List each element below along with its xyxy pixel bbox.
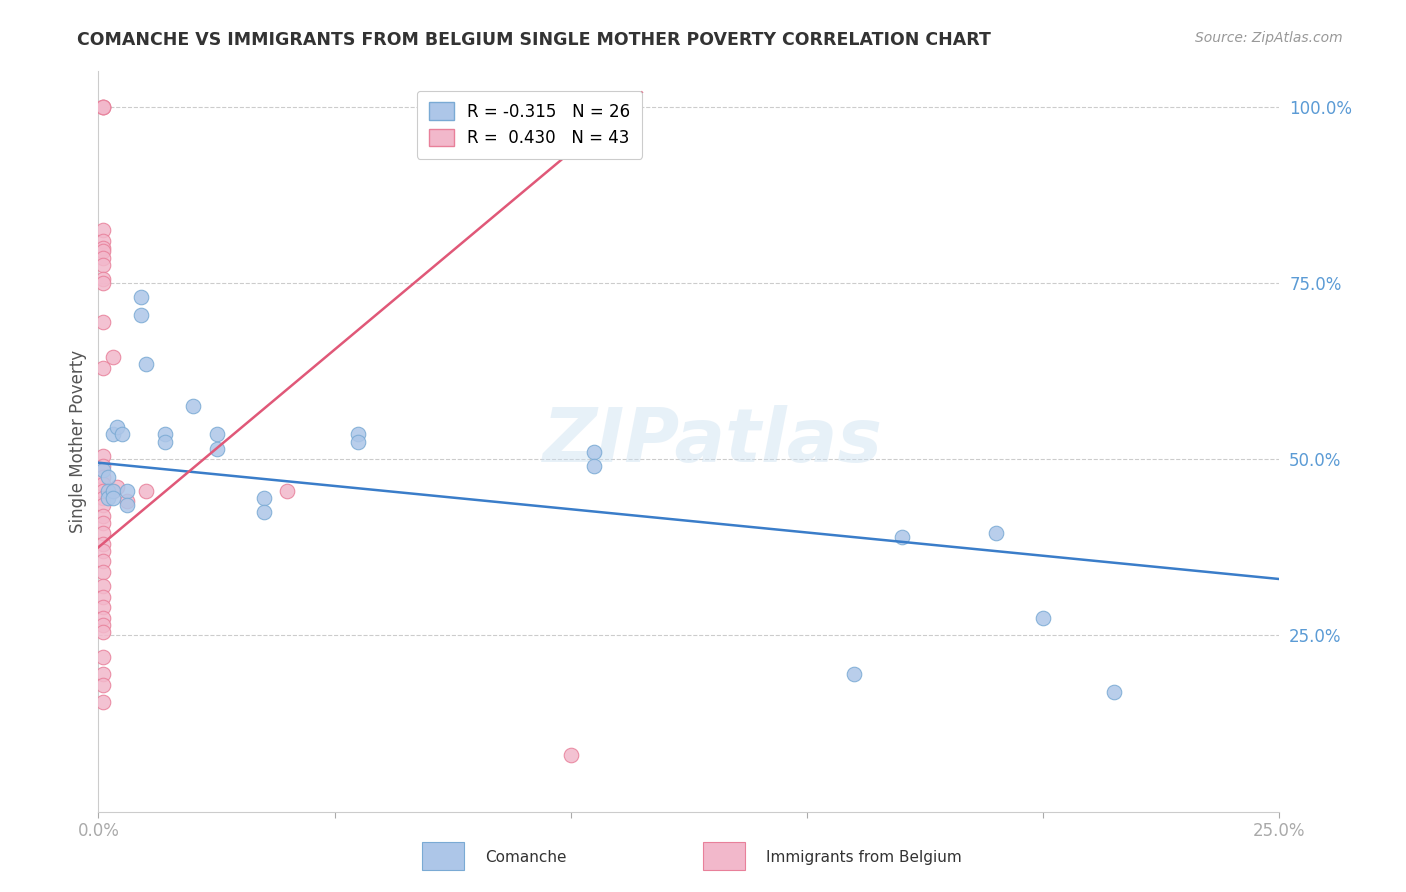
Point [115,494,138,508]
Text: ZIPatlas: ZIPatlas [543,405,883,478]
Point [135,483,157,498]
Point [91,100,114,114]
Point [129,308,152,322]
Point [105,480,128,494]
Point [91,508,114,523]
Point [91,565,114,579]
Point [91,449,114,463]
Point [91,100,114,114]
Point [91,463,114,477]
Point [97,483,120,498]
Point [91,241,114,255]
Point [135,357,157,371]
Text: COMANCHE VS IMMIGRANTS FROM BELGIUM SINGLE MOTHER POVERTY CORRELATION CHART: COMANCHE VS IMMIGRANTS FROM BELGIUM SING… [77,31,991,49]
Text: Comanche: Comanche [485,850,567,865]
Point [91,251,114,265]
Point [91,600,114,615]
Point [101,491,124,505]
Point [91,234,114,248]
Point [91,258,114,272]
FancyBboxPatch shape [422,842,464,871]
Point [91,483,114,498]
Point [115,498,138,512]
Point [583,459,606,474]
Point [253,505,276,519]
Point [560,748,582,763]
Text: Source: ZipAtlas.com: Source: ZipAtlas.com [1195,31,1343,45]
Point [91,618,114,632]
Point [91,624,114,639]
Point [91,459,114,474]
Point [91,667,114,681]
Point [101,350,124,364]
Point [91,272,114,286]
Point [91,544,114,558]
Point [91,537,114,551]
Point [91,244,114,259]
Legend: R = -0.315   N = 26, R =  0.430   N = 43: R = -0.315 N = 26, R = 0.430 N = 43 [418,91,643,159]
Point [105,420,128,434]
Point [101,483,124,498]
Point [91,516,114,530]
Point [111,427,134,442]
Point [347,434,370,449]
Text: Immigrants from Belgium: Immigrants from Belgium [766,850,962,865]
Point [205,427,228,442]
Point [347,427,370,442]
Point [583,445,606,459]
FancyBboxPatch shape [703,842,745,871]
Point [253,491,276,505]
Point [91,491,114,505]
Point [97,491,120,505]
Point [91,579,114,593]
Point [91,526,114,541]
Point [844,667,866,681]
Point [276,483,298,498]
Point [129,290,152,304]
Point [91,223,114,237]
Point [91,554,114,568]
Point [115,483,138,498]
Point [91,498,114,512]
Point [101,427,124,442]
Point [1032,611,1054,625]
Point [91,315,114,329]
Point [91,100,114,114]
Point [890,530,912,544]
Point [91,476,114,491]
Point [153,427,176,442]
Point [101,483,124,498]
Point [91,470,114,484]
Point [205,442,228,456]
Point [984,526,1007,541]
Point [97,470,120,484]
Point [1102,685,1125,699]
Point [91,649,114,664]
Point [91,611,114,625]
Point [91,678,114,692]
Point [91,276,114,290]
Point [91,590,114,604]
Point [91,695,114,709]
Y-axis label: Single Mother Poverty: Single Mother Poverty [69,350,87,533]
Point [181,399,204,413]
Point [153,434,176,449]
Point [91,360,114,375]
